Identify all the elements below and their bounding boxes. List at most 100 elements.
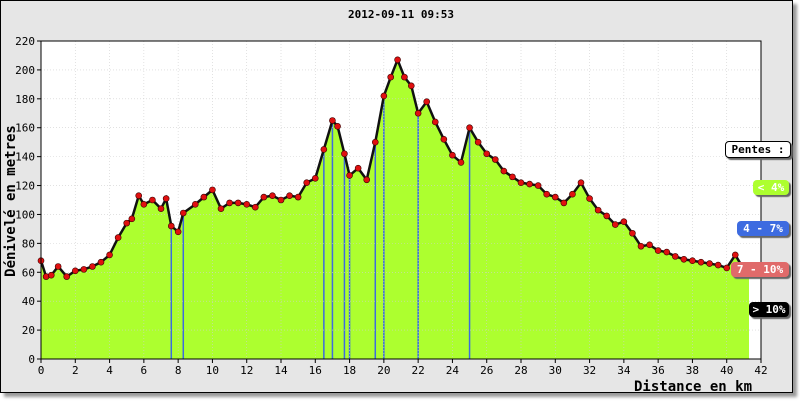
chart-frame: 0 2 4 6 8 10 12 14 16 18 20 22 24 26 28 30 32 34 36 38 40 42 0…: [0, 0, 793, 395]
elevation-area: [41, 59, 749, 360]
legend-item-gt10: > 10%: [749, 302, 789, 317]
data-point: [260, 193, 268, 201]
x-tick-label: 26: [480, 364, 493, 377]
data-point: [162, 195, 170, 202]
y-tick-label: 20: [22, 324, 35, 337]
x-tick-label: 6: [141, 364, 148, 377]
data-point: [128, 215, 136, 223]
y-axis-label: Dénivelé en metres: [3, 125, 19, 277]
data-point: [697, 258, 705, 266]
x-tick-label: 4: [106, 364, 113, 377]
data-point: [509, 173, 516, 181]
data-point: [380, 92, 388, 100]
data-point: [680, 255, 688, 263]
data-point: [387, 73, 395, 81]
data-point: [303, 179, 311, 186]
data-point: [526, 180, 533, 188]
data-point: [500, 167, 508, 175]
data-point: [577, 179, 585, 186]
data-point: [586, 195, 593, 202]
data-point: [637, 242, 645, 250]
x-tick-label: 8: [175, 364, 182, 377]
data-point: [89, 263, 96, 270]
data-point: [474, 138, 482, 146]
x-tick-label: 0: [38, 364, 45, 377]
y-tick-label: 200: [15, 64, 35, 77]
data-point: [346, 172, 353, 179]
data-point: [689, 257, 696, 265]
data-point: [560, 199, 568, 207]
y-tick-label: 60: [22, 266, 35, 279]
data-point: [457, 159, 465, 166]
x-axis-label: Distance en km: [634, 379, 752, 395]
x-tick-label: 14: [274, 364, 288, 377]
legend-item-lt4: < 4%: [753, 180, 789, 195]
data-point: [594, 206, 602, 214]
data-point: [414, 109, 422, 117]
x-tick-label: 34: [617, 364, 631, 377]
data-point: [157, 205, 165, 212]
x-tick-label: 24: [446, 364, 460, 377]
data-point: [671, 253, 679, 260]
data-point: [483, 150, 491, 158]
data-point: [723, 264, 731, 272]
x-tick-label: 20: [377, 364, 390, 377]
legend-item-4-7: 4 - 7%: [737, 221, 789, 236]
data-point: [401, 73, 408, 81]
data-point: [407, 82, 415, 90]
data-point: [174, 228, 182, 236]
data-point: [491, 156, 499, 163]
x-tick-label: 16: [309, 364, 322, 377]
data-point: [551, 193, 559, 201]
x-tick-label: 32: [583, 364, 596, 377]
data-point: [569, 190, 576, 198]
data-point: [226, 199, 233, 207]
legend-item-7-10: 7 - 10%: [731, 262, 789, 277]
data-point: [466, 124, 473, 132]
y-tick-label: 160: [15, 122, 35, 135]
data-point: [251, 203, 259, 211]
data-point: [334, 122, 341, 130]
data-point: [371, 138, 379, 146]
data-point: [706, 260, 713, 267]
data-point: [354, 164, 362, 172]
data-point: [234, 199, 242, 207]
y-tick-label: 40: [22, 295, 35, 308]
x-tick-label: 40: [720, 364, 733, 377]
data-point: [543, 190, 551, 198]
data-point: [97, 258, 105, 266]
data-point: [243, 201, 251, 208]
y-tick-label: 220: [15, 35, 35, 48]
data-point: [286, 192, 293, 199]
data-point: [123, 219, 131, 227]
data-point: [311, 175, 319, 182]
data-point: [200, 193, 208, 201]
y-tick-label: 180: [15, 93, 35, 106]
data-point: [106, 251, 113, 259]
data-point: [329, 117, 336, 124]
y-tick-label: 140: [15, 151, 35, 164]
x-tick-label: 30: [549, 364, 562, 377]
plot-border: [40, 40, 762, 360]
data-point: [611, 221, 619, 228]
x-tick-label: 22: [412, 364, 425, 377]
data-point: [394, 56, 401, 64]
data-point: [140, 201, 148, 208]
data-point: [663, 248, 671, 256]
data-point: [731, 251, 739, 259]
legend-title: Pentes :: [725, 141, 791, 158]
data-point: [149, 196, 156, 204]
y-tick-label: 0: [28, 353, 35, 366]
y-tick-label: 100: [15, 208, 35, 221]
data-point: [179, 209, 187, 217]
x-tick-label: 12: [240, 364, 253, 377]
data-point: [63, 273, 71, 280]
data-point: [320, 146, 328, 153]
data-point: [217, 205, 225, 212]
data-point: [517, 179, 525, 186]
data-point: [620, 218, 628, 225]
data-point: [449, 151, 456, 159]
data-point: [191, 201, 199, 208]
chart-title: 2012-09-11 09:53: [348, 8, 454, 21]
